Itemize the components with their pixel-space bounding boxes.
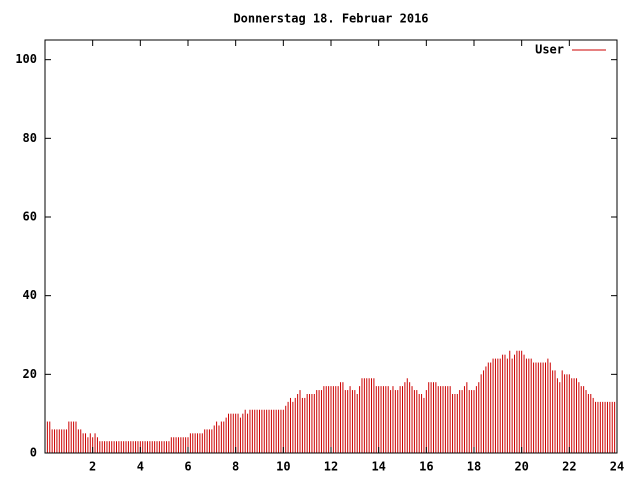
x-tick-label: 22 [562, 460, 576, 474]
y-tick-label: 80 [23, 131, 37, 145]
x-tick-label: 12 [324, 460, 338, 474]
x-tick-label: 24 [610, 460, 624, 474]
x-tick-label: 20 [514, 460, 528, 474]
x-tick-label: 14 [371, 460, 385, 474]
y-tick-label: 100 [15, 52, 37, 66]
y-tick-label: 60 [23, 210, 37, 224]
y-tick-label: 0 [30, 446, 37, 460]
x-tick-label: 16 [419, 460, 433, 474]
legend-label: User [535, 43, 564, 57]
x-tick-label: 8 [232, 460, 239, 474]
y-tick-label: 20 [23, 367, 37, 381]
x-tick-label: 6 [184, 460, 191, 474]
x-tick-label: 18 [467, 460, 481, 474]
x-tick-label: 4 [137, 460, 144, 474]
chart-title: Donnerstag 18. Februar 2016 [233, 12, 428, 26]
y-tick-label: 40 [23, 288, 37, 302]
x-tick-label: 2 [89, 460, 96, 474]
x-tick-label: 10 [276, 460, 290, 474]
